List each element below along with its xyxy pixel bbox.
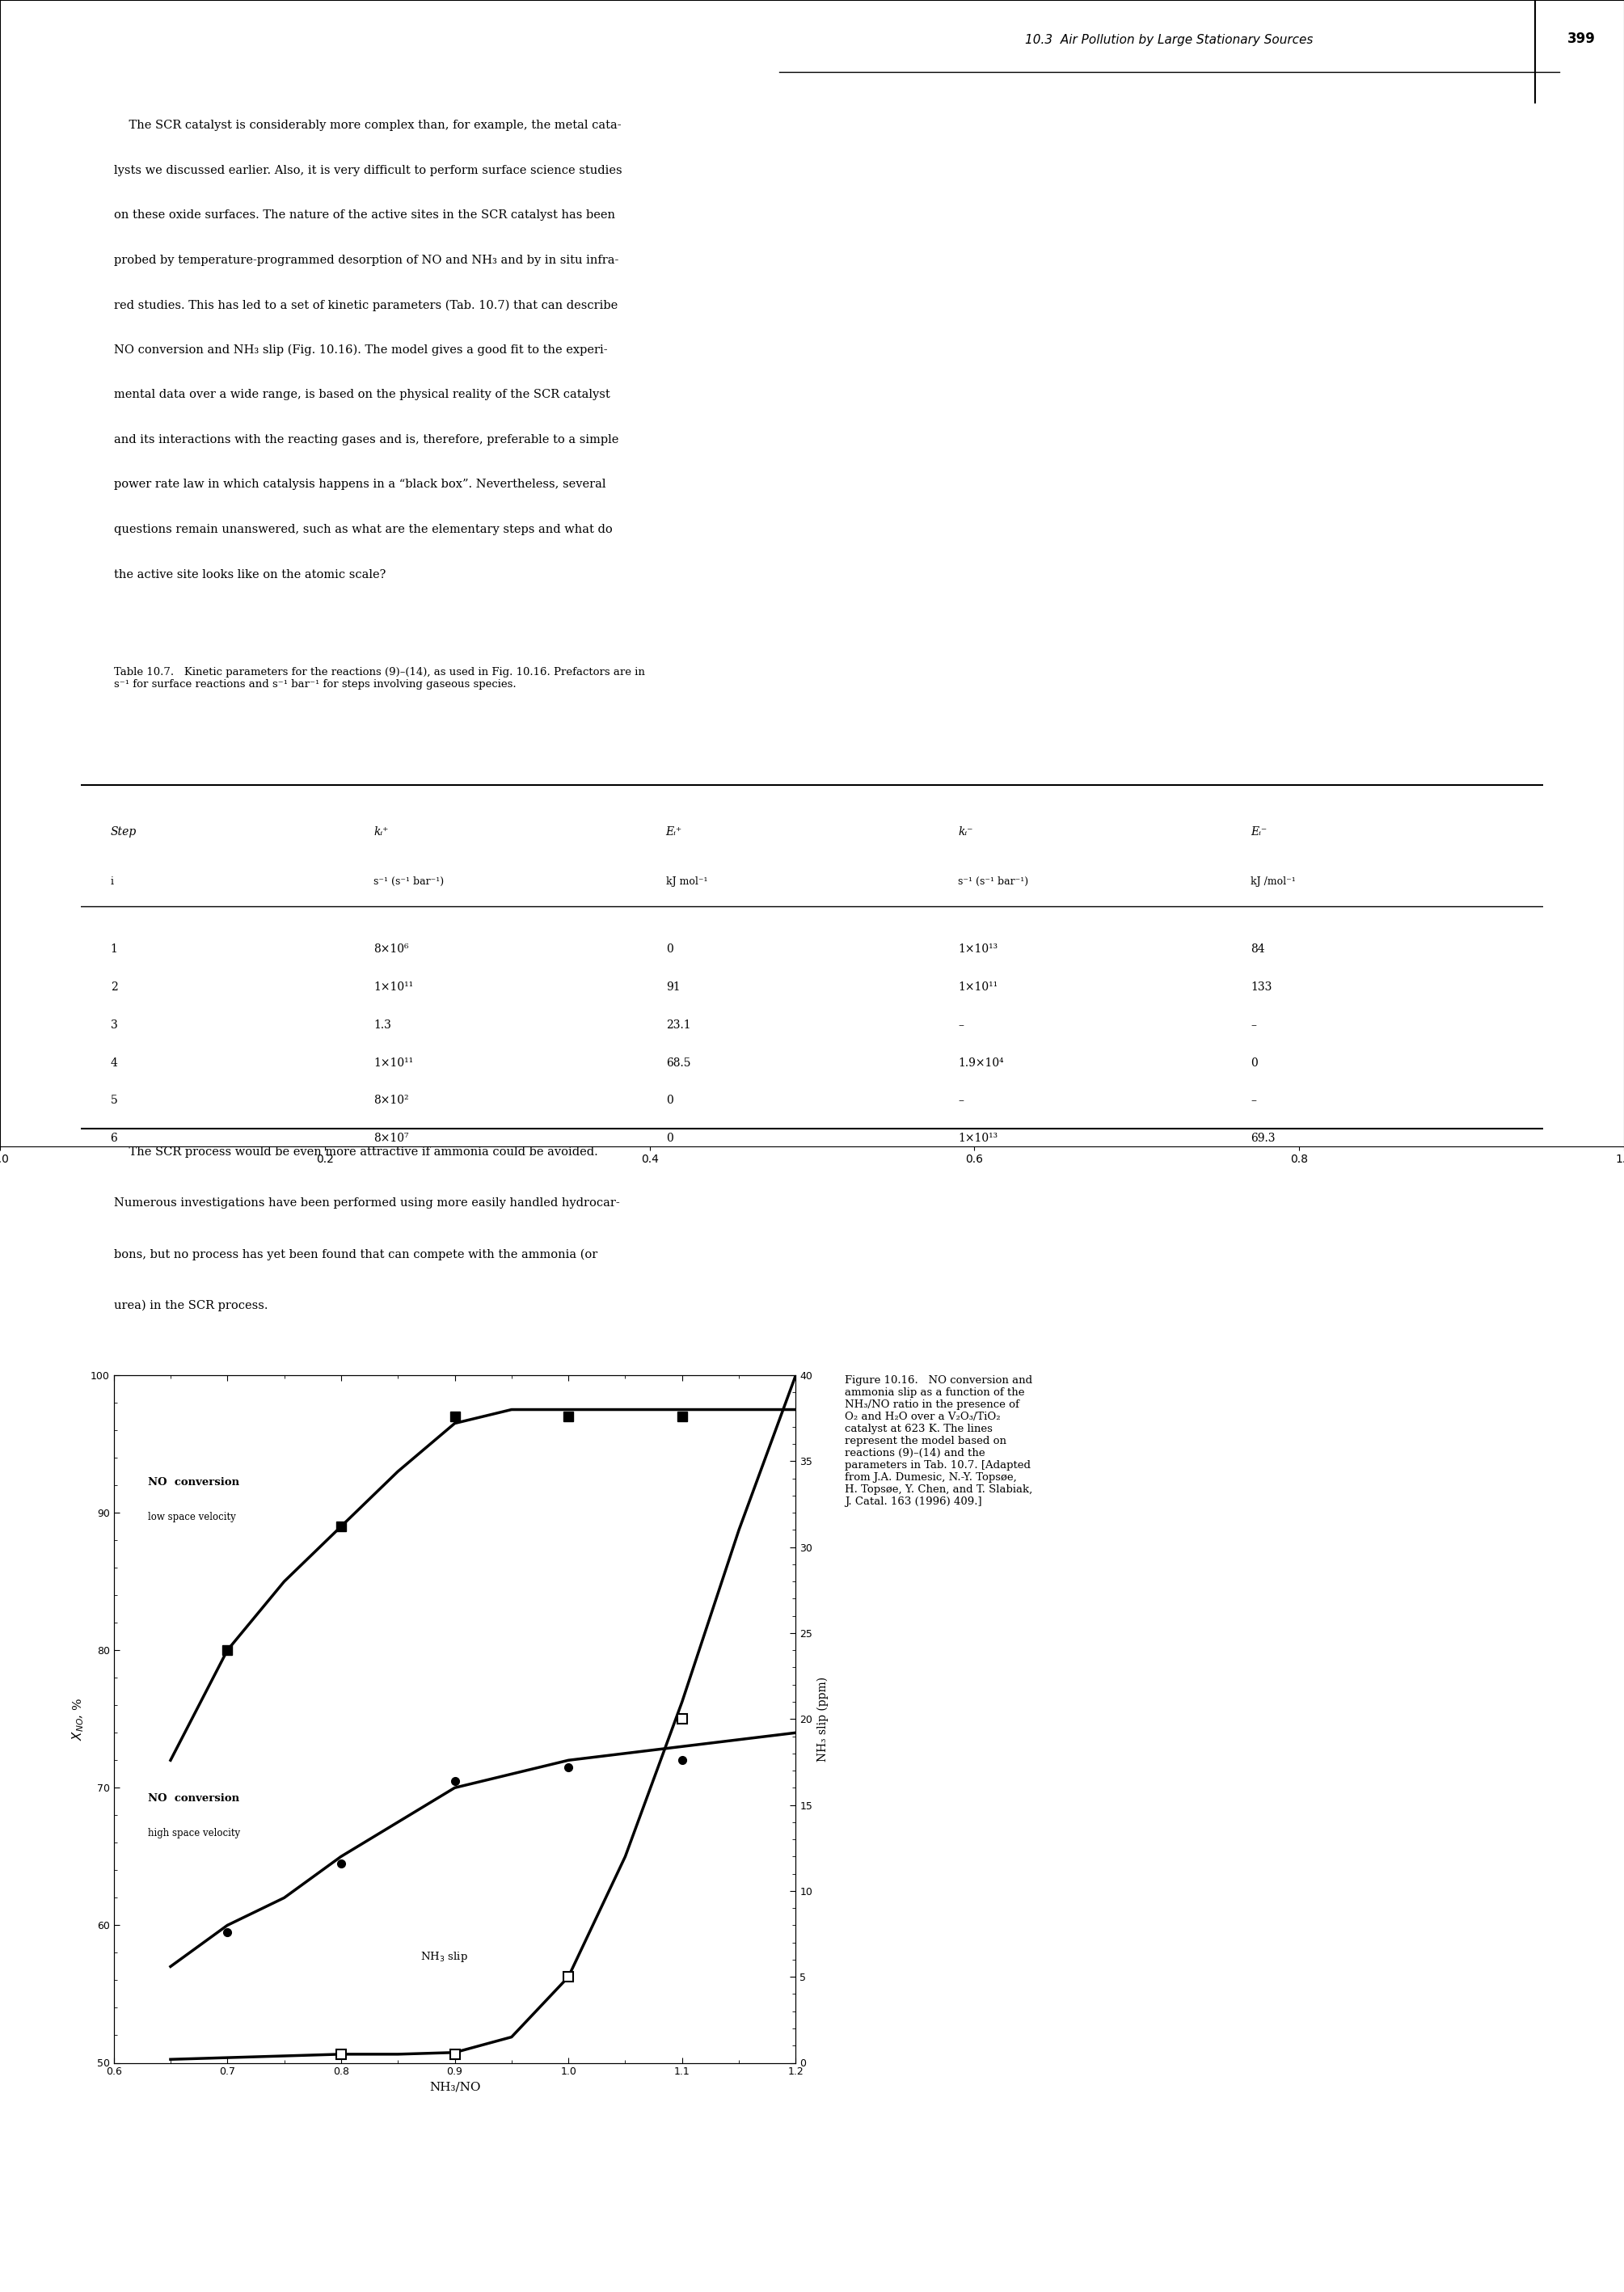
Text: Numerous investigations have been performed using more easily handled hydrocar-: Numerous investigations have been perfor… (114, 1196, 619, 1208)
Text: low space velocity: low space velocity (148, 1510, 235, 1522)
Text: 69.3: 69.3 (1250, 1132, 1275, 1144)
Text: 91: 91 (666, 981, 680, 992)
Text: questions remain unanswered, such as what are the elementary steps and what do: questions remain unanswered, such as wha… (114, 525, 612, 536)
Text: Figure 10.16.   NO conversion and
ammonia slip as a function of the
NH₃/NO ratio: Figure 10.16. NO conversion and ammonia … (844, 1375, 1033, 1506)
Text: Eᵢ⁺: Eᵢ⁺ (666, 827, 682, 839)
Text: 4: 4 (110, 1057, 117, 1068)
Text: kJ mol⁻¹: kJ mol⁻¹ (666, 876, 708, 887)
Text: 6: 6 (110, 1132, 117, 1144)
Text: kᵢ⁻: kᵢ⁻ (958, 827, 973, 839)
Text: 399: 399 (1567, 32, 1595, 46)
Text: 0: 0 (1250, 1057, 1257, 1068)
Text: 0: 0 (666, 1132, 672, 1144)
Text: lysts we discussed earlier. Also, it is very difficult to perform surface scienc: lysts we discussed earlier. Also, it is … (114, 165, 622, 176)
Text: 1×10¹¹: 1×10¹¹ (374, 981, 412, 992)
Text: NO conversion and NH₃ slip (Fig. 10.16). The model gives a good fit to the exper: NO conversion and NH₃ slip (Fig. 10.16).… (114, 344, 607, 355)
Text: 8×10⁶: 8×10⁶ (374, 944, 409, 956)
Text: probed by temperature-programmed desorption of NO and NH₃ and by in situ infra-: probed by temperature-programmed desorpt… (114, 254, 619, 266)
Text: i: i (110, 876, 114, 887)
Text: 68.5: 68.5 (666, 1057, 690, 1068)
Text: –: – (1250, 1020, 1255, 1031)
Text: red studies. This has led to a set of kinetic parameters (Tab. 10.7) that can de: red studies. This has led to a set of ki… (114, 300, 617, 312)
Text: 1.3: 1.3 (374, 1020, 391, 1031)
Text: s⁻¹ (s⁻¹ bar⁻¹): s⁻¹ (s⁻¹ bar⁻¹) (374, 876, 443, 887)
Text: bons, but no process has yet been found that can compete with the ammonia (or: bons, but no process has yet been found … (114, 1249, 598, 1261)
Text: s⁻¹ (s⁻¹ bar⁻¹): s⁻¹ (s⁻¹ bar⁻¹) (958, 876, 1028, 887)
Text: 133: 133 (1250, 981, 1272, 992)
Text: –: – (958, 1096, 963, 1107)
Text: The SCR process would be even more attractive if ammonia could be avoided.: The SCR process would be even more attra… (114, 1146, 598, 1157)
Text: 8×10⁷: 8×10⁷ (374, 1132, 409, 1144)
Text: and its interactions with the reacting gases and is, therefore, preferable to a : and its interactions with the reacting g… (114, 433, 619, 445)
Text: power rate law in which catalysis happens in a “black box”. Nevertheless, severa: power rate law in which catalysis happen… (114, 479, 606, 490)
Y-axis label: NH₃ slip (ppm): NH₃ slip (ppm) (817, 1675, 828, 1763)
Text: 1×10¹¹: 1×10¹¹ (374, 1057, 412, 1068)
Text: 1×10¹¹: 1×10¹¹ (958, 981, 997, 992)
Text: –: – (958, 1020, 963, 1031)
Text: 1×10¹³: 1×10¹³ (958, 944, 997, 956)
Text: the active site looks like on the atomic scale?: the active site looks like on the atomic… (114, 568, 385, 580)
Text: Eᵢ⁻: Eᵢ⁻ (1250, 827, 1267, 839)
Text: 5: 5 (110, 1096, 117, 1107)
Text: 10.3  Air Pollution by Large Stationary Sources: 10.3 Air Pollution by Large Stationary S… (1025, 34, 1314, 46)
Text: NO  conversion: NO conversion (148, 1792, 239, 1804)
Text: 0: 0 (666, 944, 672, 956)
Text: 1: 1 (110, 944, 117, 956)
Text: urea) in the SCR process.: urea) in the SCR process. (114, 1300, 268, 1311)
Text: –: – (1250, 1096, 1255, 1107)
Text: kJ /mol⁻¹: kJ /mol⁻¹ (1250, 876, 1296, 887)
Text: mental data over a wide range, is based on the physical reality of the SCR catal: mental data over a wide range, is based … (114, 390, 611, 401)
Text: 23.1: 23.1 (666, 1020, 690, 1031)
Text: The SCR catalyst is considerably more complex than, for example, the metal cata-: The SCR catalyst is considerably more co… (114, 119, 620, 131)
Text: on these oxide surfaces. The nature of the active sites in the SCR catalyst has : on these oxide surfaces. The nature of t… (114, 209, 615, 220)
Text: 84: 84 (1250, 944, 1265, 956)
Text: 1.9×10⁴: 1.9×10⁴ (958, 1057, 1004, 1068)
Text: high space velocity: high space velocity (148, 1827, 240, 1838)
Text: kᵢ⁺: kᵢ⁺ (374, 827, 388, 839)
Text: 3: 3 (110, 1020, 117, 1031)
X-axis label: NH₃/NO: NH₃/NO (429, 2081, 481, 2093)
Text: Table 10.7.   Kinetic parameters for the reactions (9)–(14), as used in Fig. 10.: Table 10.7. Kinetic parameters for the r… (114, 667, 645, 690)
Text: Step: Step (110, 827, 136, 839)
Text: 0: 0 (666, 1096, 672, 1107)
Text: 2: 2 (110, 981, 117, 992)
Text: 1×10¹³: 1×10¹³ (958, 1132, 997, 1144)
Text: NH$_3$ slip: NH$_3$ slip (421, 1950, 468, 1964)
Text: NO  conversion: NO conversion (148, 1476, 239, 1488)
Y-axis label: $X_{NO}$, %: $X_{NO}$, % (71, 1698, 86, 1740)
Text: 8×10²: 8×10² (374, 1096, 409, 1107)
